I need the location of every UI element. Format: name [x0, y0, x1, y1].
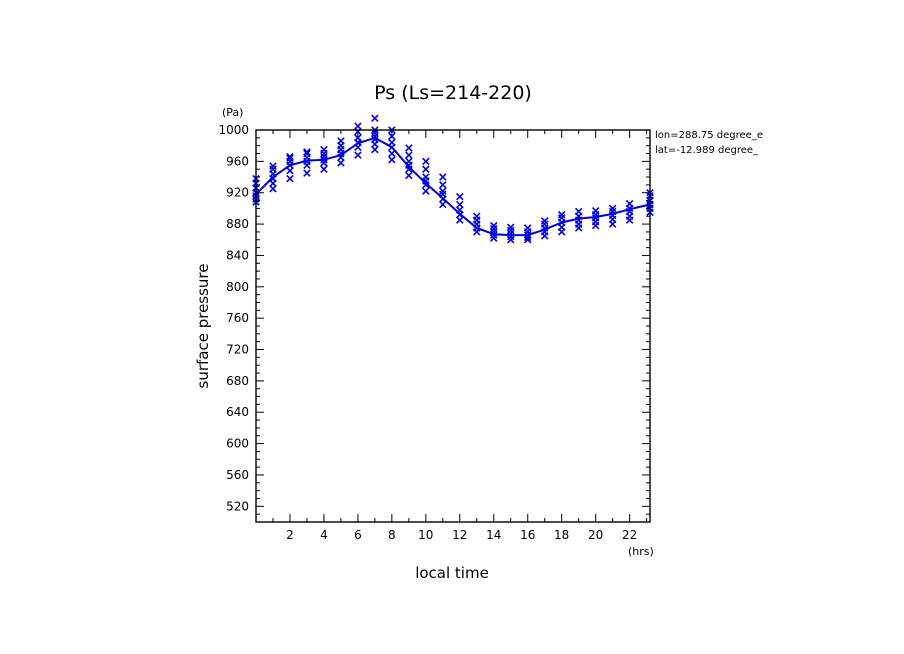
x-tick-label: 16	[520, 528, 535, 542]
data-point	[269, 185, 277, 193]
data-point	[439, 187, 447, 195]
data-point	[473, 212, 481, 221]
y-tick-label: 520	[226, 499, 249, 513]
data-point	[422, 165, 430, 173]
axis-ticks: 2 4 6 8 10 12 14 16 18 20 22 520 560 600 640 680 720 760 8…	[218, 123, 650, 542]
data-point	[286, 154, 294, 162]
data-series	[252, 114, 654, 244]
info-lat: lat=-12.989 degree_	[655, 145, 759, 156]
data-point	[574, 207, 583, 216]
x-tick-label: 22	[622, 528, 637, 542]
data-point	[608, 204, 617, 213]
x-axis-title: local time	[415, 564, 489, 582]
x-tick-label: 20	[588, 528, 603, 542]
x-tick-label: 8	[388, 528, 396, 542]
data-point	[456, 200, 464, 209]
data-point	[557, 210, 566, 219]
data-point	[405, 171, 413, 180]
x-tick-label: 6	[354, 528, 362, 542]
data-point	[422, 187, 430, 195]
data-point	[456, 216, 464, 224]
data-point	[320, 145, 328, 154]
data-point	[625, 199, 634, 208]
y-tick-label: 840	[226, 248, 249, 262]
data-point	[371, 114, 379, 123]
x-tick-label: 2	[286, 528, 294, 542]
data-point	[320, 165, 328, 173]
data-point	[303, 148, 311, 156]
y-tick-label: 760	[226, 311, 249, 325]
data-point	[489, 221, 498, 230]
y-tick-label: 800	[226, 280, 249, 294]
data-point	[591, 206, 600, 215]
x-unit-label: (hrs)	[628, 545, 654, 558]
plot-frame	[255, 129, 651, 523]
x-tick-label: 4	[320, 528, 328, 542]
data-point	[422, 173, 430, 181]
data-point	[286, 174, 294, 183]
data-point	[354, 134, 362, 142]
chart-title: Ps (Ls=214-220)	[374, 82, 532, 104]
data-point	[303, 149, 311, 158]
x-tick-label: 14	[486, 528, 501, 542]
data-point	[405, 157, 413, 166]
data-point	[388, 156, 396, 164]
data-point	[405, 144, 413, 152]
y-tick-label: 880	[226, 217, 249, 231]
y-tick-label: 560	[226, 468, 249, 482]
y-unit-label: (Pa)	[222, 106, 243, 119]
data-point	[439, 200, 447, 209]
data-point	[422, 157, 430, 166]
data-point	[456, 192, 464, 201]
data-point	[303, 169, 311, 177]
data-point	[439, 173, 447, 181]
y-tick-label: 920	[226, 186, 249, 200]
y-tick-label: 640	[226, 405, 249, 419]
data-point	[523, 233, 532, 242]
x-tick-label: 12	[452, 528, 467, 542]
x-tick-label: 10	[418, 528, 433, 542]
data-point	[439, 181, 447, 189]
data-point	[354, 122, 362, 130]
data-point	[506, 223, 515, 231]
y-tick-label: 1000	[218, 123, 249, 137]
data-point	[388, 149, 396, 158]
data-point	[354, 151, 362, 159]
data-point	[388, 132, 396, 141]
data-point	[540, 217, 549, 225]
data-point	[337, 137, 345, 145]
data-point	[286, 167, 294, 175]
y-tick-label: 720	[226, 343, 249, 357]
info-lon: lon=288.75 degree_e	[655, 130, 763, 141]
data-point	[523, 224, 532, 232]
y-tick-label: 960	[226, 154, 249, 168]
data-point	[286, 152, 294, 161]
x-tick-label: 18	[554, 528, 569, 542]
y-axis-title: surface pressure	[194, 264, 212, 389]
data-point	[371, 145, 379, 154]
data-point	[456, 206, 464, 214]
data-point	[388, 138, 396, 147]
y-tick-label: 600	[226, 437, 249, 451]
data-point	[337, 159, 345, 167]
mean-line	[255, 136, 651, 237]
data-point	[269, 162, 277, 170]
y-tick-label: 680	[226, 374, 249, 388]
data-point	[405, 151, 413, 159]
